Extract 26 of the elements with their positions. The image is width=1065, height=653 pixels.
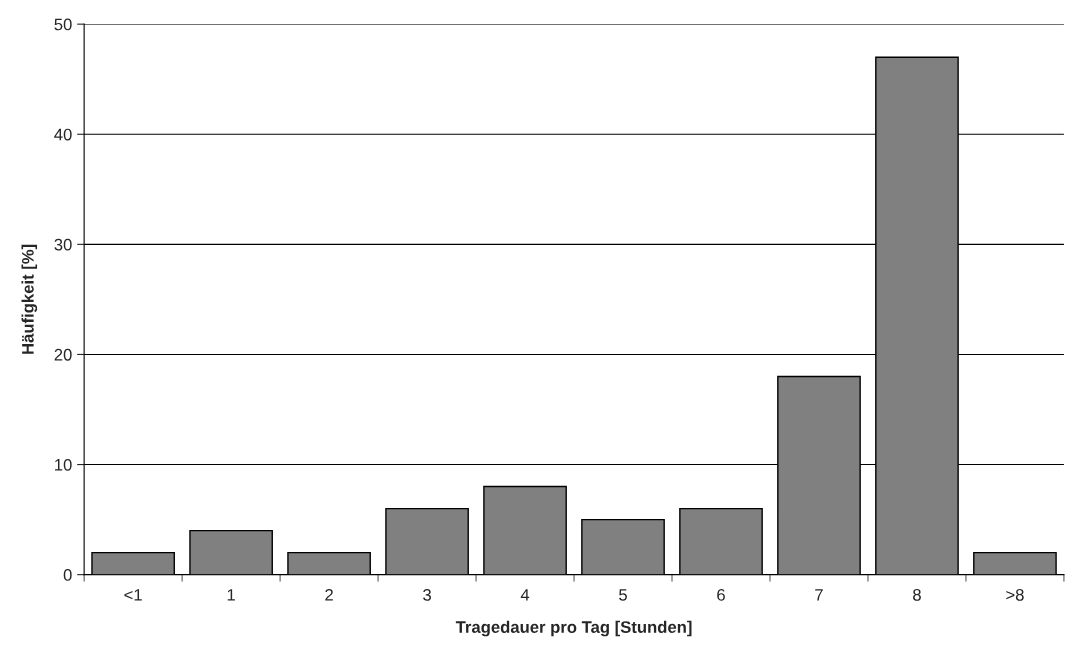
x-tick-label: <1	[124, 589, 142, 601]
bar	[581, 518, 665, 575]
y-tick-label: 10	[55, 458, 72, 471]
y-axis-title: Häufigkeit [%]	[21, 244, 38, 354]
x-tick-label: 7	[815, 589, 823, 601]
x-tick-label: 3	[423, 588, 431, 601]
y-tick-label: 50	[54, 18, 72, 31]
bar	[483, 485, 567, 575]
y-tick-label: 0	[63, 569, 72, 581]
bar	[973, 551, 1057, 575]
bar	[385, 507, 469, 575]
y-tick-label: 30	[54, 238, 72, 251]
x-tick-label: 6	[717, 588, 725, 601]
bar	[679, 507, 763, 575]
bar	[91, 551, 175, 575]
x-tick-label: >8	[1006, 588, 1024, 601]
x-axis-title: Tragedauer pro Tag [Stunden]	[455, 620, 692, 637]
bar	[189, 529, 273, 575]
bar	[287, 551, 371, 575]
x-tick-label: 2	[325, 588, 333, 601]
x-tick-label: 4	[520, 589, 530, 601]
y-tick-label: 40	[54, 128, 72, 141]
y-tick-label: 20	[54, 348, 72, 361]
x-tick-label: 1	[227, 589, 235, 601]
x-tick-label: 8	[913, 588, 921, 601]
x-tick-label: 5	[619, 589, 627, 601]
